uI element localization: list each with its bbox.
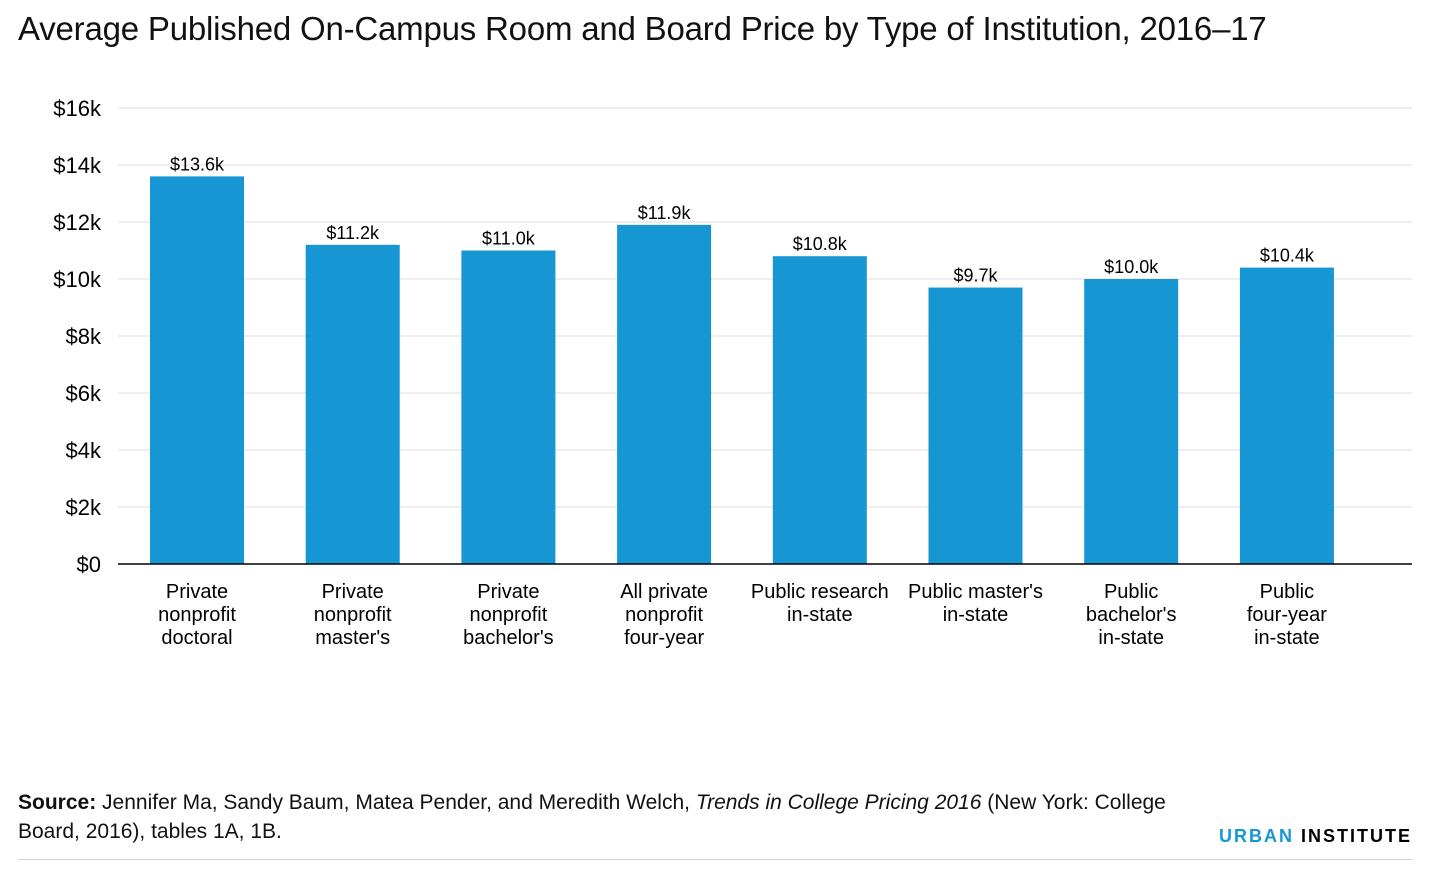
source-text-before: Jennifer Ma, Sandy Baum, Matea Pender, a… <box>102 791 690 814</box>
data-label: $10.4k <box>1260 246 1315 266</box>
x-tick-label-line: nonprofit <box>469 604 547 626</box>
x-tick-label: Public bachelor's in-state <box>1086 581 1177 649</box>
bars <box>150 176 1334 565</box>
data-label: $10.0k <box>1104 257 1159 277</box>
bar <box>617 224 712 564</box>
y-tick-label: $16k <box>53 96 102 121</box>
x-tick-label-line: nonprofit <box>625 604 703 626</box>
x-tick-label-line: in-state <box>1254 627 1320 649</box>
bar <box>461 250 556 564</box>
x-tick-label-line: Public research <box>751 581 889 603</box>
x-tick-label-line: bachelor's <box>463 627 554 649</box>
data-label: $13.6k <box>170 154 225 174</box>
x-tick-label-line: master's <box>315 627 390 649</box>
x-tick-label-line: in-state <box>1098 627 1164 649</box>
logo-word-urban: URBAN <box>1218 826 1294 846</box>
y-tick-label: $6k <box>66 381 102 406</box>
data-label: $11.9k <box>638 203 692 223</box>
x-tick-label: Private nonprofit master's <box>314 581 392 649</box>
x-tick-label: Private nonprofit bachelor's <box>463 581 554 649</box>
x-tick-label-line: Private <box>322 581 384 603</box>
bar <box>1084 279 1179 564</box>
y-tick-label: $4k <box>66 438 102 463</box>
x-tick-label: All private nonprofit four-year <box>620 581 708 649</box>
logo-word-institute: INSTITUTE <box>1301 826 1412 846</box>
bar <box>1239 267 1334 564</box>
x-tick-label: Public four-year in-state <box>1247 581 1327 649</box>
y-tick-label: $8k <box>66 324 102 349</box>
data-labels: $13.6k $11.2k $11.0k $11.9k $10.8k $9.7k $10.0… <box>170 154 1315 285</box>
y-axis-ticks: $0 $2k $4k $6k $8k $10k $12k $14k $16k <box>53 96 102 577</box>
bar <box>150 176 244 564</box>
y-tick-label: $14k <box>53 153 102 178</box>
x-tick-label-line: doctoral <box>161 627 232 649</box>
y-tick-label: $2k <box>66 495 102 520</box>
source-book-title: Trends in College Pricing 2016 <box>695 791 982 814</box>
bar <box>772 256 867 564</box>
x-tick-label: Private nonprofit doctoral <box>158 581 236 649</box>
bar-chart: $0 $2k $4k $6k $8k $10k $12k $14k $16k $13.6k $11… <box>53 96 1412 649</box>
x-tick-label-line: Public <box>1104 581 1158 603</box>
x-tick-label: Public research in-state <box>751 581 889 626</box>
x-tick-label-line: four-year <box>624 627 704 649</box>
urban-institute-logo: URBAN INSTITUTE <box>1219 826 1412 847</box>
source-label: Source: <box>18 791 97 814</box>
x-tick-label-line: Private <box>477 581 539 603</box>
y-tick-label: $10k <box>53 267 102 292</box>
x-tick-label-line: nonprofit <box>158 604 236 626</box>
x-tick-label-line: nonprofit <box>314 604 392 626</box>
x-tick-label-line: Private <box>166 581 228 603</box>
data-label: $10.8k <box>793 234 848 254</box>
x-tick-label: Public master's in-state <box>908 581 1043 626</box>
source-text-after: (New York: College Board, 2016), tables … <box>18 791 1166 843</box>
data-label: $11.2k <box>326 223 380 243</box>
bar <box>305 244 400 565</box>
y-tick-label: $0 <box>77 552 101 577</box>
y-tick-label: $12k <box>53 210 102 235</box>
chart-title: Average Published On-Campus Room and Boa… <box>18 10 1267 47</box>
x-tick-label-line: All private <box>620 581 708 603</box>
footer-divider <box>18 859 1412 860</box>
source-note: Source: Jennifer Ma, Sandy Baum, Matea P… <box>18 788 1208 846</box>
x-tick-label-line: in-state <box>787 604 853 626</box>
bar <box>928 287 1023 564</box>
data-label: $11.0k <box>482 229 536 249</box>
x-tick-label-line: bachelor's <box>1086 604 1177 626</box>
data-label: $9.7k <box>953 266 998 286</box>
x-tick-label-line: Public master's <box>908 581 1043 603</box>
x-tick-label-line: Public <box>1260 581 1314 603</box>
x-tick-label-line: in-state <box>943 604 1009 626</box>
x-tick-label-line: four-year <box>1247 604 1327 626</box>
